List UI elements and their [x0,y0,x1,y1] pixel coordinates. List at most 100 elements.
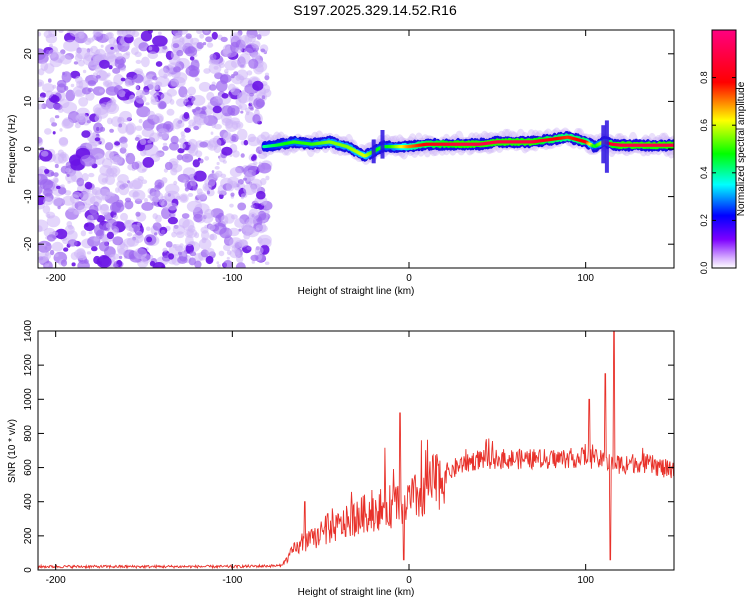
noise-blob [145,102,150,106]
noise-blob [114,52,123,60]
noise-blob [138,42,149,52]
noise-blob [135,211,141,217]
noise-blob [78,97,89,107]
noise-blob [214,123,222,130]
noise-blob [229,203,234,208]
noise-blob [253,161,258,165]
top-y-axis: -20 -10 0 10 20 [23,48,674,251]
noise-blob [84,37,92,46]
noise-blob [191,95,206,106]
noise-blob [152,75,158,81]
noise-blob [94,114,103,123]
noise-blob [216,161,220,166]
noise-blob [256,34,262,40]
noise-blob [146,226,151,232]
noise-blob [189,56,195,61]
noise-blob [229,167,243,178]
noise-blob [190,37,200,45]
noise-blob [154,84,161,91]
noise-blob [89,204,99,215]
noise-blob [177,173,190,183]
noise-blob [166,108,175,116]
noise-blob [118,123,123,128]
noise-blob [180,194,188,202]
noise-blob [199,141,208,148]
noise-blob [48,78,52,83]
noise-blob [44,128,52,135]
noise-blob [211,31,218,40]
noise-blob [179,143,186,150]
noise-blob [214,166,220,170]
noise-blob [221,146,233,156]
noise-blob [162,142,168,147]
noise-blob [252,80,264,91]
noise-blob [223,244,231,251]
noise-blob [142,144,159,157]
noise-blob [139,138,147,145]
noise-blob [158,68,170,78]
noise-blob [208,137,222,148]
x-tick-label: 100 [577,575,594,586]
noise-blob [136,106,151,118]
x-tick-label: 100 [577,273,594,284]
noise-blob [164,161,173,171]
top-x-axis-label: Height of straight line (km) [298,286,415,297]
noise-blob [66,221,73,228]
noise-blob [248,227,256,234]
noise-blob [54,253,59,257]
noise-blob [177,251,182,255]
noise-blob [257,162,272,174]
noise-blob [38,252,49,264]
noise-blob [53,172,59,178]
noise-blob [81,87,92,95]
noise-blob [185,33,192,39]
noise-blob [105,32,113,40]
noise-blob [113,214,118,220]
noise-blob [187,225,196,233]
noise-blob [173,66,181,73]
y-tick-label: 0 [23,146,34,152]
noise-blob [237,202,247,211]
noise-blob [220,36,228,43]
x-tick-label: 0 [406,575,412,586]
noise-blob [118,255,123,260]
noise-blob [88,172,95,178]
noise-blob [218,250,225,257]
noise-blob [162,145,169,151]
noise-blob [172,224,186,235]
noise-blob [147,51,159,59]
noise-blob [67,206,75,212]
noise-blob [73,209,80,216]
noise-blob [59,128,63,132]
noise-blob [38,31,42,37]
colorbar-tick-label: 0.4 [699,167,709,180]
noise-blob [252,154,257,161]
noise-blob [183,94,189,98]
noise-blob [265,175,270,181]
noise-blob [124,79,133,87]
noise-blob [117,30,124,35]
noise-blob [258,161,262,166]
noise-blob [91,246,98,252]
noise-blob [125,152,136,165]
noise-blob [255,98,266,108]
noise-blob [135,96,140,101]
noise-blob [240,153,245,158]
noise-blob [156,128,169,140]
noise-blob [261,95,266,100]
noise-blob [42,205,51,214]
noise-blob [93,236,100,242]
y-tick-label: 20 [23,48,34,60]
noise-blob [187,192,194,197]
noise-blob [38,240,52,253]
noise-blob [111,193,115,197]
noise-blob [51,122,58,127]
colorbar-label: Normalized spectral amplitude [736,81,747,216]
noise-blob [251,171,257,176]
noise-blob [215,170,223,178]
x-tick-label: -100 [222,273,242,284]
noise-blob [57,149,65,157]
noise-blob [193,170,207,182]
noise-blob [236,128,248,141]
